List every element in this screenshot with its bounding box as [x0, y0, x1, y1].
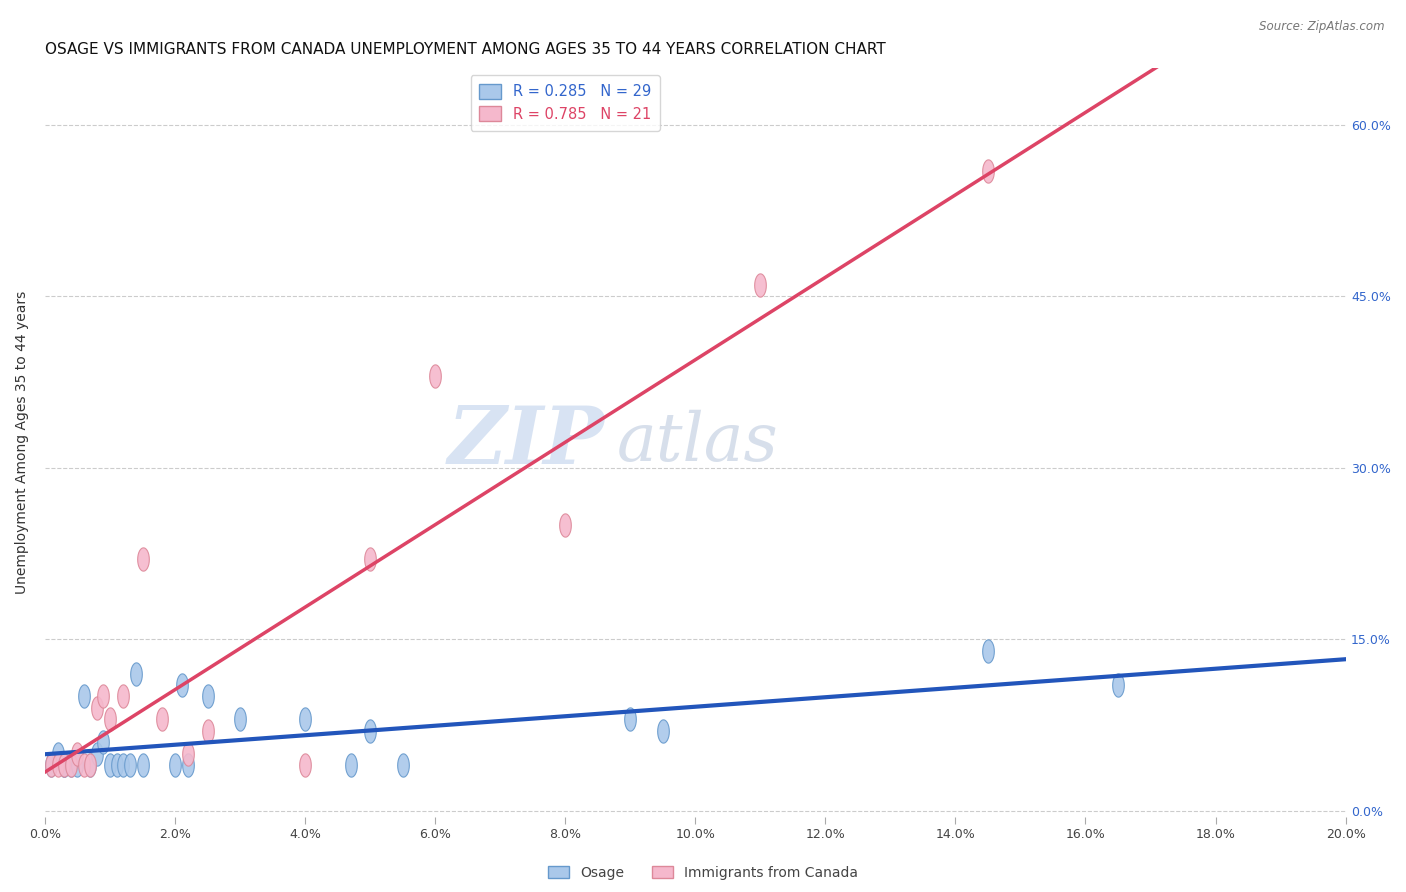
Point: [111, 758, 134, 772]
Point: [197, 690, 219, 704]
Point: [73, 690, 96, 704]
Point: [749, 277, 772, 292]
Point: [41, 758, 63, 772]
Point: [339, 758, 361, 772]
Point: [79, 758, 101, 772]
Point: [294, 758, 316, 772]
Point: [46, 758, 69, 772]
Legend: Osage, Immigrants from Canada: Osage, Immigrants from Canada: [543, 860, 863, 885]
Point: [66, 758, 89, 772]
Point: [86, 747, 108, 761]
Point: [41, 758, 63, 772]
Point: [150, 712, 173, 726]
Point: [619, 712, 641, 726]
Point: [554, 518, 576, 533]
Point: [131, 758, 153, 772]
Point: [125, 666, 148, 681]
Point: [229, 712, 252, 726]
Point: [197, 723, 219, 738]
Text: ZIP: ZIP: [447, 403, 605, 481]
Point: [131, 552, 153, 566]
Point: [93, 735, 115, 749]
Point: [93, 690, 115, 704]
Point: [170, 678, 193, 692]
Point: [1107, 678, 1129, 692]
Point: [86, 701, 108, 715]
Point: [111, 690, 134, 704]
Point: [46, 747, 69, 761]
Point: [79, 758, 101, 772]
Point: [53, 758, 76, 772]
Point: [163, 758, 186, 772]
Point: [359, 723, 381, 738]
Point: [294, 712, 316, 726]
Point: [977, 644, 1000, 658]
Text: Source: ZipAtlas.com: Source: ZipAtlas.com: [1260, 20, 1385, 33]
Point: [177, 758, 200, 772]
Legend: R = 0.285   N = 29, R = 0.785   N = 21: R = 0.285 N = 29, R = 0.785 N = 21: [471, 75, 659, 130]
Y-axis label: Unemployment Among Ages 35 to 44 years: Unemployment Among Ages 35 to 44 years: [15, 291, 30, 594]
Point: [59, 758, 82, 772]
Point: [98, 712, 121, 726]
Text: OSAGE VS IMMIGRANTS FROM CANADA UNEMPLOYMENT AMONG AGES 35 TO 44 YEARS CORRELATI: OSAGE VS IMMIGRANTS FROM CANADA UNEMPLOY…: [45, 42, 886, 57]
Point: [59, 758, 82, 772]
Point: [359, 552, 381, 566]
Point: [66, 747, 89, 761]
Point: [977, 163, 1000, 178]
Point: [391, 758, 413, 772]
Point: [177, 747, 200, 761]
Text: atlas: atlas: [617, 409, 779, 475]
Point: [53, 758, 76, 772]
Point: [73, 758, 96, 772]
Point: [118, 758, 141, 772]
Point: [98, 758, 121, 772]
Point: [651, 723, 673, 738]
Point: [53, 758, 76, 772]
Point: [423, 369, 446, 384]
Point: [105, 758, 128, 772]
